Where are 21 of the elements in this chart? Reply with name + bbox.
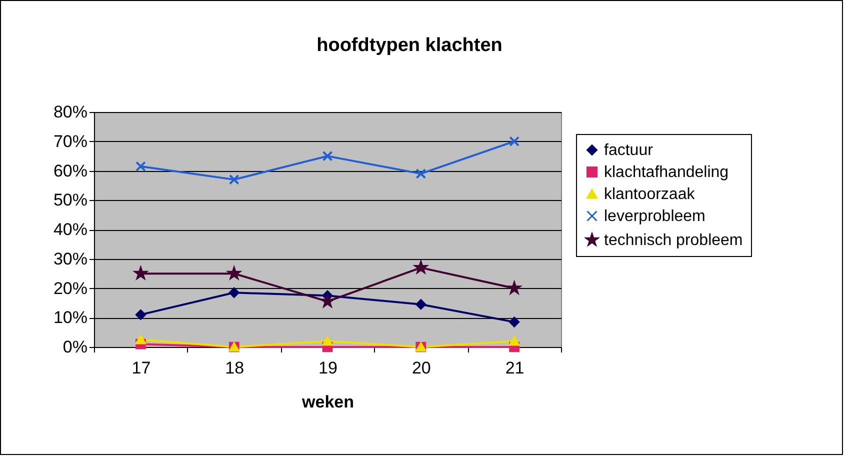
- x-axis-title: weken: [301, 392, 354, 412]
- y-tick-label: 70%: [53, 132, 88, 151]
- x-tick-label: 18: [225, 358, 244, 378]
- y-tick-label: 50%: [53, 190, 88, 210]
- x-tick-label: 21: [505, 358, 524, 378]
- legend-label: technisch probleem: [604, 232, 743, 249]
- legend-label: leverprobleem: [604, 208, 706, 225]
- y-tick-label: 60%: [53, 161, 88, 180]
- x-tick-label: 19: [318, 358, 338, 378]
- y-tick-label: 80%: [53, 102, 88, 122]
- y-tick-label: 30%: [53, 249, 88, 268]
- legend-label: klachtafhandeling: [604, 164, 729, 181]
- x-tick-label: 17: [132, 358, 151, 378]
- legend-label: factuur: [604, 142, 654, 159]
- x-tick-label: 20: [412, 358, 431, 378]
- y-tick-label: 0%: [62, 338, 88, 356]
- legend-label: klantoorzaak: [604, 186, 696, 203]
- chart-title: hoofdtypen klachten: [316, 35, 502, 56]
- y-tick-label: 40%: [53, 220, 88, 239]
- y-tick-label: 10%: [53, 308, 88, 328]
- y-tick-label: 20%: [53, 278, 88, 298]
